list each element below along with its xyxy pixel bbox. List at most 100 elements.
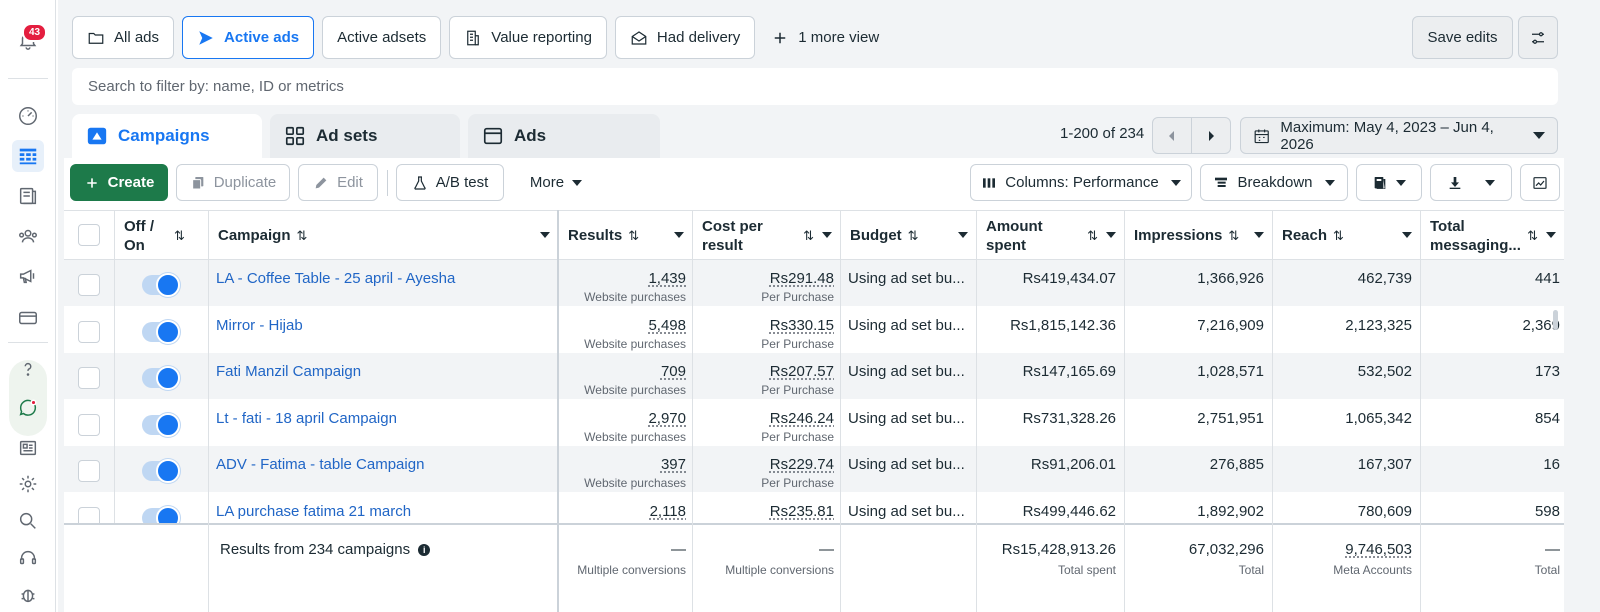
columns-icon bbox=[983, 177, 996, 188]
tab-ad-sets[interactable]: Ad sets bbox=[270, 114, 460, 158]
total-results: — bbox=[671, 541, 686, 558]
calendar-icon bbox=[1254, 128, 1269, 143]
view-active-adsets-button[interactable]: Active adsets bbox=[322, 16, 442, 59]
campaign-toggle[interactable] bbox=[142, 319, 180, 344]
sort-icon[interactable]: ⇅ bbox=[1087, 228, 1098, 243]
date-range-picker[interactable]: Maximum: May 4, 2023 – Jun 4, 2026 bbox=[1240, 117, 1558, 154]
campaign-toggle[interactable] bbox=[142, 366, 180, 390]
tab-ads[interactable]: Ads bbox=[468, 114, 660, 158]
edit-button[interactable]: Edit bbox=[298, 164, 378, 201]
col-budget[interactable]: Budget ⇅ bbox=[840, 211, 976, 260]
col-divider bbox=[1420, 210, 1421, 612]
table-row[interactable]: ADV - Fatima - table Campaign 397 Website … bbox=[64, 446, 1564, 492]
sort-icon[interactable]: ⇅ bbox=[628, 228, 640, 243]
sort-icon[interactable]: ⇅ bbox=[1333, 228, 1344, 243]
sort-icon[interactable]: ⇅ bbox=[296, 228, 308, 243]
caret-down-icon[interactable] bbox=[1106, 232, 1116, 238]
col-impressions[interactable]: Impressions ⇅ bbox=[1124, 211, 1272, 260]
search-input[interactable]: Search to filter by: name, ID or metrics bbox=[72, 68, 1558, 105]
view-active-ads-button[interactable]: Active ads bbox=[182, 16, 315, 59]
view-all-ads-button[interactable]: All ads bbox=[72, 16, 175, 59]
row-checkbox[interactable] bbox=[78, 274, 100, 296]
help-question-icon[interactable] bbox=[12, 353, 44, 385]
sort-icon[interactable]: ⇅ bbox=[1527, 228, 1538, 243]
more-actions-button[interactable]: More bbox=[516, 164, 596, 201]
view-settings-button[interactable] bbox=[1518, 16, 1558, 59]
campaign-name-link[interactable]: LA - Coffee Table - 25 april - Ayesha bbox=[216, 270, 456, 287]
caret-down-icon[interactable] bbox=[958, 232, 968, 238]
create-button[interactable]: Create bbox=[70, 164, 168, 201]
chat-bubble-icon[interactable] bbox=[12, 392, 44, 424]
search-icon[interactable] bbox=[12, 505, 44, 537]
caret-down-icon[interactable] bbox=[822, 232, 832, 238]
total-spent: Rs15,428,913.26 bbox=[1001, 541, 1116, 558]
row-checkbox[interactable] bbox=[78, 367, 100, 389]
campaign-toggle[interactable] bbox=[142, 412, 180, 437]
impressions-value: 1,892,902 bbox=[1197, 502, 1264, 520]
duplicate-button[interactable]: Duplicate bbox=[176, 164, 290, 201]
reports-button[interactable] bbox=[1356, 164, 1422, 201]
pagination-range: 1-200 of 234 bbox=[1060, 125, 1145, 142]
campaign-name-link[interactable]: Mirror - Hijab bbox=[216, 316, 303, 334]
prev-page-button[interactable] bbox=[1152, 117, 1192, 154]
table-row[interactable]: Fati Manzil Campaign 709 Website purchases… bbox=[64, 353, 1564, 399]
sort-icon[interactable]: ⇅ bbox=[803, 228, 814, 243]
select-all-checkbox[interactable] bbox=[78, 224, 100, 246]
col-off-on[interactable]: Off / On ⇅ bbox=[114, 211, 208, 260]
breakdown-button[interactable]: Breakdown bbox=[1200, 164, 1348, 201]
charts-button[interactable] bbox=[1520, 164, 1560, 201]
col-total-messaging[interactable]: Total messaging... ⇅ bbox=[1420, 211, 1564, 260]
campaign-toggle[interactable] bbox=[142, 273, 180, 297]
cost-per-result-value: Rs246.24 bbox=[769, 409, 834, 427]
settings-gear-icon[interactable] bbox=[12, 468, 44, 500]
support-headset-icon[interactable] bbox=[12, 542, 44, 574]
table-row[interactable]: LA purchase fatima 21 march 2,118 Rs235.81… bbox=[64, 493, 1564, 539]
col-cost-per-result[interactable]: Cost per result ⇅ bbox=[692, 211, 840, 260]
col-reach[interactable]: Reach ⇅ bbox=[1272, 211, 1420, 260]
row-checkbox[interactable] bbox=[78, 460, 100, 482]
pages-book-icon[interactable] bbox=[12, 180, 44, 212]
caret-down-icon[interactable] bbox=[1546, 232, 1556, 238]
col-campaign[interactable]: Campaign ⇅ bbox=[208, 211, 558, 260]
table-scrollbar[interactable] bbox=[1553, 310, 1558, 330]
messaging-value: 441 bbox=[1534, 270, 1560, 287]
view-had-delivery-button[interactable]: Had delivery bbox=[614, 16, 756, 59]
columns-button[interactable]: Columns: Performance bbox=[970, 164, 1192, 201]
campaign-name-link[interactable]: Fati Manzil Campaign bbox=[216, 363, 362, 380]
caret-down-icon[interactable] bbox=[674, 232, 684, 238]
more-views-button[interactable]: 1 more view bbox=[763, 16, 887, 59]
campaign-name-link[interactable]: Lt - fati - 18 april Campaign bbox=[216, 409, 397, 427]
sort-icon[interactable]: ⇅ bbox=[174, 228, 185, 243]
campaign-name-link[interactable]: LA purchase fatima 21 march bbox=[216, 502, 412, 520]
col-amount-spent[interactable]: Amount spent ⇅ bbox=[976, 211, 1124, 260]
table-row[interactable]: Mirror - Hijab 5,498 Website purchases Rs33… bbox=[64, 307, 1564, 353]
bug-report-icon[interactable] bbox=[12, 578, 44, 610]
col-results[interactable]: Results ⇅ bbox=[558, 211, 692, 260]
caret-down-icon[interactable] bbox=[540, 232, 550, 238]
megaphone-icon[interactable] bbox=[12, 260, 44, 292]
col-campaign-label: Campaign bbox=[218, 227, 291, 244]
news-feed-icon[interactable] bbox=[12, 432, 44, 464]
row-checkbox[interactable] bbox=[78, 320, 100, 343]
audiences-people-icon[interactable] bbox=[12, 220, 44, 252]
next-page-button[interactable] bbox=[1191, 117, 1231, 154]
table-row[interactable]: Lt - fati - 18 april Campaign 2,970 Websit… bbox=[64, 400, 1564, 446]
ab-test-button[interactable]: A/B test bbox=[396, 164, 504, 201]
info-icon[interactable]: i bbox=[418, 544, 431, 556]
billing-card-icon[interactable] bbox=[12, 302, 44, 334]
caret-down-icon[interactable] bbox=[1254, 232, 1264, 238]
sort-icon[interactable]: ⇅ bbox=[907, 228, 919, 243]
export-button[interactable] bbox=[1430, 164, 1512, 201]
ads-manager-table-icon[interactable] bbox=[12, 140, 44, 172]
row-checkbox[interactable] bbox=[78, 413, 100, 436]
save-edits-button[interactable]: Save edits bbox=[1412, 16, 1513, 59]
caret-down-icon[interactable] bbox=[1402, 232, 1412, 238]
table-row[interactable]: LA - Coffee Table - 25 april - Ayesha 1,4… bbox=[64, 260, 1564, 306]
total-reach-sub: Meta Accounts bbox=[1333, 563, 1412, 577]
sort-icon[interactable]: ⇅ bbox=[1228, 228, 1240, 243]
tab-campaigns[interactable]: Campaigns bbox=[72, 114, 262, 158]
campaign-toggle[interactable] bbox=[142, 459, 180, 483]
dashboard-gauge-icon[interactable] bbox=[12, 100, 44, 132]
campaign-name-link[interactable]: ADV - Fatima - table Campaign bbox=[216, 456, 425, 473]
view-value-reporting-button[interactable]: Value reporting bbox=[449, 16, 607, 59]
